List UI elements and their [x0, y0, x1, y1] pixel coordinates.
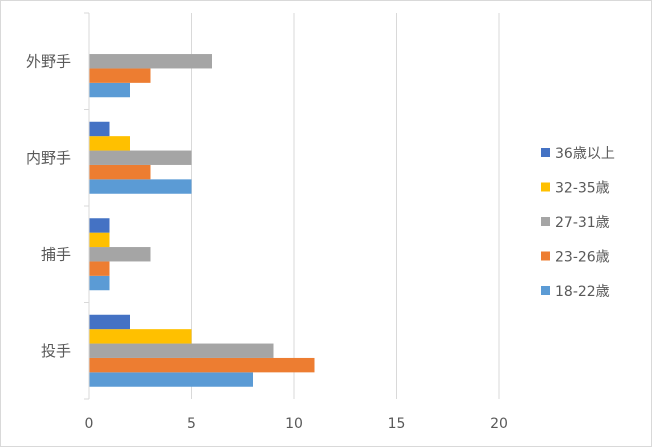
x-tick-label: 10 — [285, 416, 303, 432]
category-label: 捕手 — [41, 245, 71, 263]
legend-item: 32-35歳 — [541, 181, 610, 197]
bar-2-0 — [89, 179, 192, 194]
x-tick-label: 15 — [388, 416, 406, 432]
bars — [89, 54, 315, 387]
legend-swatch — [541, 148, 550, 157]
legend: 36歳以上 32-35歳 27-31歳 23-26歳 18-22歳 — [541, 146, 615, 300]
bar-0-1 — [89, 357, 315, 373]
category-labels: 投手 捕手 内野手 外野手 — [26, 52, 71, 360]
bar-0-2 — [89, 343, 274, 358]
value-axis-ticks: 0 5 10 15 20 — [85, 416, 508, 432]
legend-swatch — [541, 182, 550, 192]
legend-item: 23-26歳 — [541, 250, 610, 266]
gridlines — [191, 13, 500, 399]
bar-1-2 — [89, 247, 151, 262]
legend-label: 27-31歳 — [555, 215, 610, 231]
bar-2-2 — [89, 150, 192, 165]
legend-item: 27-31歳 — [541, 215, 610, 231]
legend-label: 18-22歳 — [555, 284, 610, 300]
legend-swatch — [541, 251, 550, 261]
x-tick-label: 5 — [187, 416, 196, 432]
bar-2-3 — [89, 136, 130, 151]
bar-1-3 — [89, 232, 110, 248]
bar-0-0 — [89, 372, 253, 387]
legend-swatch — [541, 217, 550, 226]
bar-1-0 — [89, 275, 110, 291]
legend-label: 32-35歳 — [555, 181, 610, 197]
bar-3-1 — [89, 68, 151, 83]
legend-item: 18-22歳 — [541, 284, 610, 300]
category-axis — [84, 12, 90, 400]
category-label: 内野手 — [26, 149, 71, 167]
category-label: 外野手 — [26, 52, 71, 70]
legend-label: 23-26歳 — [555, 250, 610, 266]
category-label: 投手 — [41, 342, 71, 360]
bar-2-4 — [89, 121, 110, 137]
bar-1-1 — [89, 261, 110, 276]
bar-2-1 — [89, 164, 151, 180]
bar-0-4 — [89, 314, 130, 330]
legend-swatch — [541, 286, 550, 295]
bar-1-4 — [89, 218, 110, 233]
bar-0-3 — [89, 329, 192, 344]
bar-3-0 — [89, 82, 130, 98]
legend-label: 36歳以上 — [555, 146, 615, 162]
x-tick-label: 20 — [490, 416, 508, 432]
x-tick-label: 0 — [85, 416, 94, 432]
legend-item: 36歳以上 — [541, 146, 615, 162]
bar-3-2 — [89, 54, 212, 69]
